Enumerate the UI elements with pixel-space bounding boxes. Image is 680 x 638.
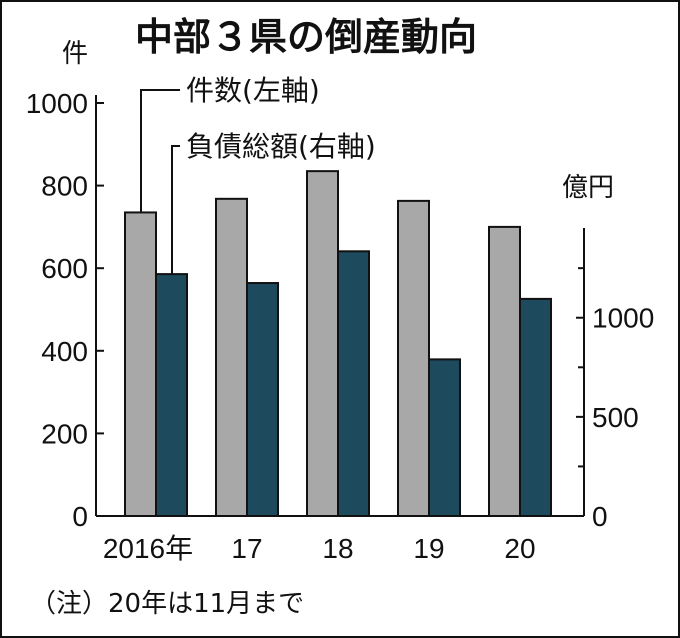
x-tick-label: 19 <box>413 533 444 564</box>
legend-leader-debt <box>171 145 180 275</box>
x-tick-label: 17 <box>231 533 262 564</box>
bar-debt <box>337 250 370 517</box>
right-axis-tick-label: 500 <box>592 402 639 433</box>
left-axis-unit: 件 <box>62 39 88 69</box>
right-axis-tick-label: 0 <box>592 501 608 532</box>
chart-title: 中部３県の倒産動向 <box>135 15 477 59</box>
left-axis-tick-label: 400 <box>41 336 88 367</box>
legend-debt: 負債総額(右軸) <box>186 130 376 163</box>
bar-debt <box>155 273 188 517</box>
bar-debt <box>519 297 552 517</box>
bar-debt <box>428 358 461 517</box>
left-axis-tick-label: 200 <box>41 418 88 449</box>
left-axis-tick-label: 1000 <box>26 88 88 119</box>
right-axis-unit: 億円 <box>562 173 614 203</box>
bar-debt <box>246 282 279 517</box>
x-tick-label: 20 <box>504 533 535 564</box>
bar-count <box>397 199 430 517</box>
left-axis-tick-label: 0 <box>72 501 88 532</box>
bar-count <box>215 197 248 517</box>
left-axis-tick-label: 600 <box>41 253 88 284</box>
bar-count <box>124 211 157 517</box>
left-axis-tick-label: 800 <box>41 171 88 202</box>
x-tick-label: 18 <box>322 533 353 564</box>
legend-count: 件数(左軸) <box>186 74 320 107</box>
bar-count <box>488 225 521 517</box>
right-axis-tick-label: 1000 <box>592 303 654 334</box>
x-tick-label: 2016年 <box>103 533 193 564</box>
legend-leader-count <box>140 89 180 213</box>
bar-count <box>306 170 339 518</box>
footnote: （注）20年は11月まで <box>30 589 304 619</box>
plot-area: 0 200 400 600 800 1000 0 500 1000 2016年 17 18 19 20 件数… <box>26 74 655 564</box>
